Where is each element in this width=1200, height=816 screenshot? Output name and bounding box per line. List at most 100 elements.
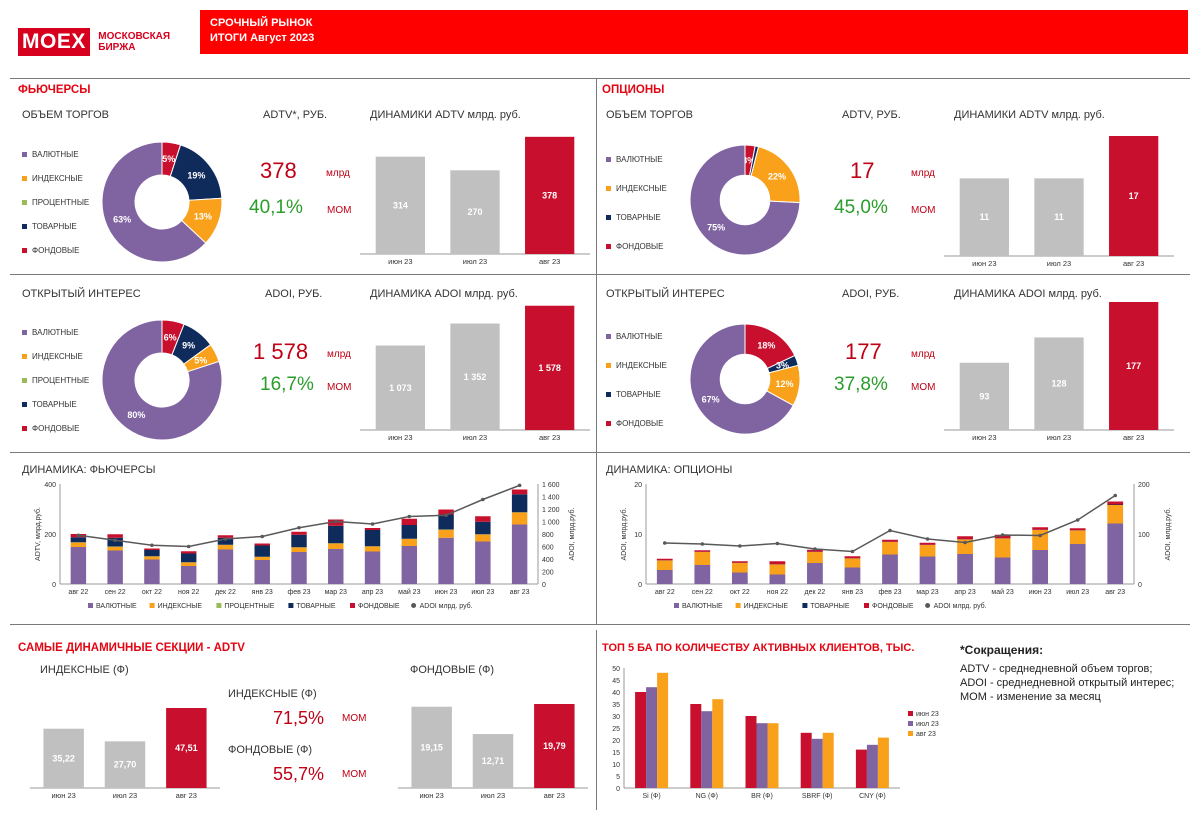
kpi2-label: ФОНДОВЫЕ (Ф) [228,744,313,756]
legend-label: ВАЛЮТНЫЕ [32,149,79,159]
moex-logo: MOEX МОСКОВСКАЯ БИРЖА [18,28,170,56]
stacked-bar-segment [364,546,381,552]
legend-swatch [22,353,27,359]
opt-adoi-bar-chart: 93 июн 23 128 июл 23 177 авг 23 [944,302,1174,442]
divider-top [10,78,1190,79]
stacked-bar-segment [144,556,160,560]
opt-adoi-donut-chart: 18%3% 12% 67% [689,323,801,435]
bar-value-label: 378 [542,190,557,200]
x-tick-label: июн 23 [419,791,443,800]
stacked-bar-segment [217,549,234,584]
legend-label: ТОВАРНЫЕ [32,399,77,409]
adoi-point [738,544,742,548]
x-tick-label: Si (Ф) [643,793,661,800]
donut-slice-label: 67% [702,394,720,404]
x-tick-label: май 23 [398,588,420,596]
options-section-title: ОПЦИОНЫ [602,84,665,96]
x-tick-label: авг 23 [544,791,565,800]
stacked-bar-segment [694,550,711,552]
bar [43,728,84,788]
kpi2-change-label: МОМ [342,769,367,780]
stacked-bar-segment [475,516,491,522]
x-tick-label: июл 23 [1047,259,1071,268]
legend-swatch [606,186,611,191]
donut-slice-label: 12% [776,379,794,389]
x-tick-label: дек 22 [805,589,826,596]
stacked-bar-segment [882,539,898,542]
y-tick-label: 10 [634,532,642,539]
fut-adoi-kpi-change: 16,7% [260,374,314,395]
fut-dynamics-title: ДИНАМИКА: ФЬЮЧЕРСЫ [22,464,156,476]
legend-swatch [908,731,913,736]
x-tick-label: CNY (Ф) [859,793,886,800]
stacked-bar-segment [401,539,418,546]
stacked-bar-segment [1107,501,1124,505]
adoi-point [517,483,522,488]
x-tick-label: сен 22 [105,589,126,596]
donut-slice-label: 22% [768,171,786,181]
y2-tick-label: 1 400 [542,495,560,502]
x-tick-label: авг 23 [539,257,560,266]
y-tick-label: 50 [612,666,620,673]
adoi-point [113,538,117,543]
stacked-bar-segment [364,551,381,584]
legend-label: ВАЛЮТНЫЕ [32,327,79,337]
y-tick-label: 0 [52,582,56,589]
bar [166,708,207,788]
header-title-1: СРОЧНЫЙ РЫНОК [210,17,313,29]
stacked-bar-segment [180,566,197,584]
legend-swatch [22,425,27,431]
x-tick-label: июл 23 [1066,589,1089,596]
stacked-bar-segment [694,552,711,565]
stacked-bar-segment [1107,504,1124,505]
legend-swatch [802,603,808,608]
stacked-bar-segment [217,535,234,538]
legend-item: ИНДЕКСНЫЕ [606,174,667,203]
opt-oi-title: ОТКРЫТЫЙ ИНТЕРЕС [606,288,725,300]
bar [104,741,146,788]
adoi-point [1113,493,1118,498]
stacked-bar-segment [957,536,973,540]
opt-adoi-kpi-change: 37,8% [834,374,888,395]
x-tick-label: окт 22 [142,589,162,596]
fut-adtv-dyn-title: ДИНАМИКИ ADTV млрд. руб. [370,109,521,121]
x-tick-label: NG (Ф) [696,793,718,800]
legend-item: ИНДЕКСНЫЕ [606,351,667,380]
bar-value-label: 12,71 [482,756,505,766]
legend-swatch [22,199,27,205]
fut-oi-title: ОТКРЫТЫЙ ИНТЕРЕС [22,288,141,300]
donut-slice [101,141,207,263]
legend-swatch [88,603,93,608]
futures-section-title: ФЬЮЧЕРСЫ [18,84,91,96]
bar [1109,136,1159,256]
x-tick-label: SBRF (Ф) [802,793,833,800]
fut-volume-legend: ВАЛЮТНЫЕ ИНДЕКСНЫЕ ПРОЦЕНТНЫЕ ТОВАРНЫЕ Ф… [22,142,89,262]
opt-adtv-kpi-value: 17 [850,158,875,183]
legend-label: ФОНДОВЫЕ [32,423,80,433]
adoi-point [76,533,81,538]
stacked-bar-segment [844,567,861,584]
legend-label: ИНДЕКСНЫЕ [616,361,667,370]
stacked-bar-segment [254,560,270,584]
legend-swatch [864,603,869,608]
bar [472,734,514,788]
legend-swatch [908,711,913,716]
y2-tick-label: 100 [1138,532,1150,539]
bar-value-label: 19,15 [420,742,443,752]
adoi-point [333,519,338,524]
x-tick-label: ноя 22 [767,589,788,596]
y-tick-label: 10 [612,762,620,769]
legend-swatch [606,392,611,397]
adoi-point [444,513,448,518]
x-tick-label: июл 23 [471,589,494,596]
stacked-bar-segment [1032,550,1049,584]
dynamic-sections-title: САМЫЕ ДИНАМИЧНЫЕ СЕКЦИИ - ADTV [18,642,245,654]
x-tick-label: авг 23 [1123,259,1144,268]
legend-label: ФОНДОВЫЕ [616,242,664,251]
divider-row3 [10,624,1190,625]
legend-swatch [606,157,611,162]
stacked-bar-segment [254,545,270,557]
legend-swatch [606,421,611,426]
legend-label: ФОНДОВЫЕ [32,245,80,255]
